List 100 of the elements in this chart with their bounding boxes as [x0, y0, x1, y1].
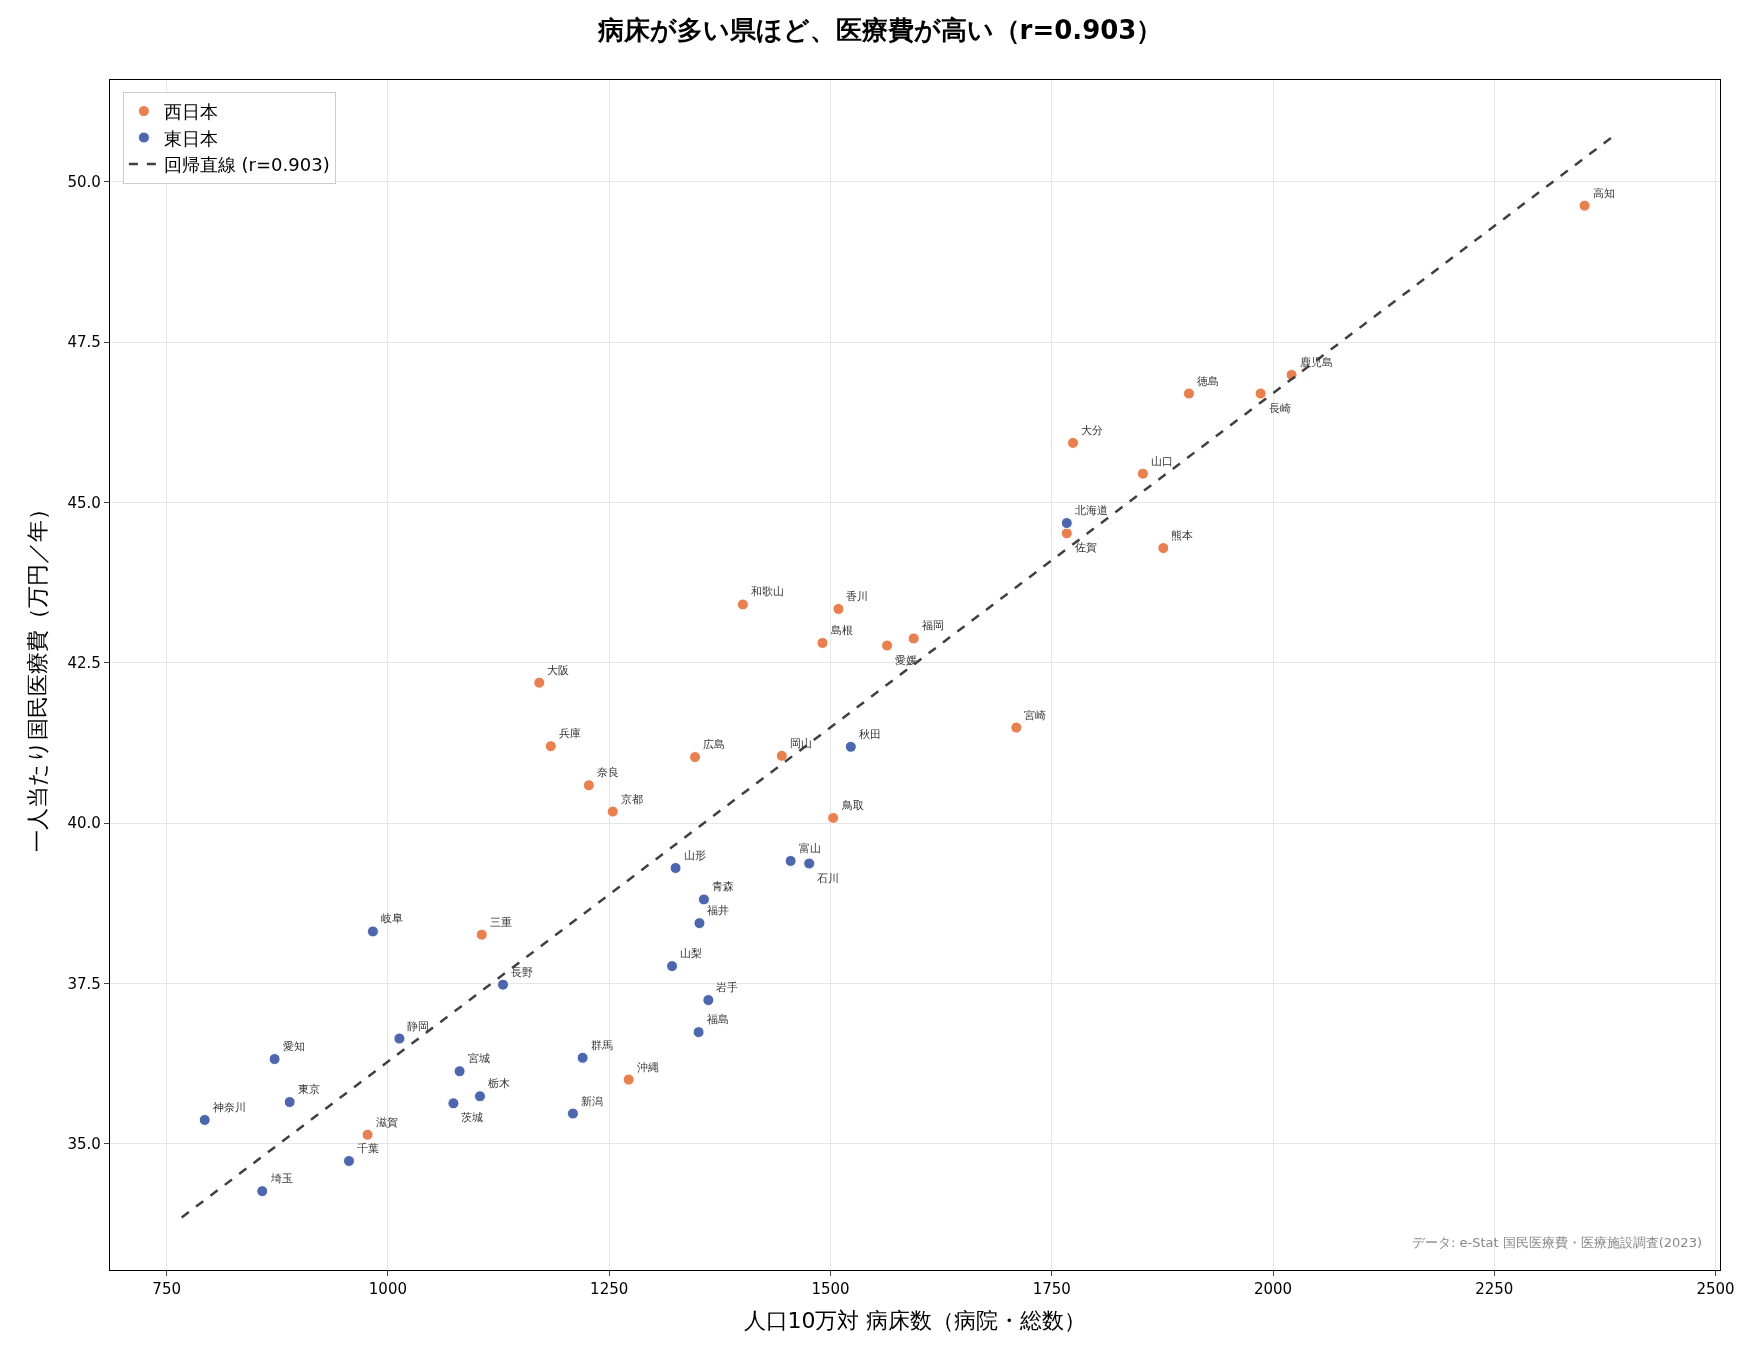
point	[268, 1053, 281, 1066]
annotation: 沖縄	[637, 1061, 659, 1074]
annotation: 福井	[707, 904, 729, 917]
annotation: 奈良	[597, 766, 619, 779]
point	[816, 636, 829, 649]
annotation: 長野	[511, 966, 533, 979]
point	[827, 811, 840, 824]
annotation: 岐阜	[381, 912, 403, 925]
y-tick-label: 42.5	[67, 654, 101, 673]
annotation: 千葉	[357, 1142, 379, 1155]
annotation: 岡山	[790, 737, 812, 750]
y-tick-label: 40.0	[67, 814, 101, 833]
annotation: 石川	[817, 872, 839, 885]
point	[576, 1051, 589, 1064]
annotation: 三重	[490, 916, 512, 929]
point	[803, 857, 816, 870]
point	[453, 1065, 466, 1078]
point	[1010, 721, 1023, 734]
point	[1136, 467, 1149, 480]
annotation: 鹿児島	[1300, 356, 1333, 369]
point	[697, 893, 710, 906]
annotation: 佐賀	[1075, 541, 1097, 554]
x-tick-label: 1000	[368, 1280, 408, 1299]
point	[566, 1107, 579, 1120]
annotation: 愛知	[283, 1040, 305, 1053]
point	[475, 928, 488, 941]
x-tick-label: 750	[152, 1280, 181, 1299]
x-tick-label: 2500	[1696, 1280, 1735, 1299]
y-tick-label: 50.0	[67, 173, 101, 192]
point	[256, 1185, 269, 1198]
point	[844, 740, 857, 753]
y-tick-label: 35.0	[67, 1134, 101, 1153]
point	[342, 1155, 355, 1167]
point	[666, 960, 679, 973]
annotation: 和歌山	[751, 585, 784, 598]
y-tick-label: 45.0	[67, 493, 101, 512]
x-axis-title: 人口10万対 病床数（病院・総数）	[743, 1308, 1087, 1333]
x-tick-label: 1250	[590, 1280, 629, 1299]
annotation: 宮崎	[1024, 709, 1046, 722]
point	[1578, 199, 1591, 212]
annotation: 群馬	[591, 1039, 613, 1052]
point	[693, 917, 706, 930]
annotation: 宮城	[468, 1052, 490, 1065]
legend-label: 回帰直線 (r=0.903)	[163, 153, 330, 175]
annotation: 青森	[712, 880, 734, 893]
point	[582, 779, 595, 792]
annotation: 滋賀	[376, 1116, 398, 1129]
point	[447, 1097, 460, 1110]
point	[669, 861, 682, 874]
point	[393, 1032, 406, 1045]
annotation: 秋田	[859, 728, 881, 741]
x-tick-label: 2250	[1475, 1280, 1514, 1299]
point	[1060, 527, 1073, 540]
point	[689, 751, 702, 764]
annotation: 徳島	[1197, 375, 1219, 388]
point	[606, 805, 619, 818]
point	[473, 1090, 486, 1103]
point	[283, 1096, 296, 1109]
annotation: データ: e-Stat 国民医療費・医療施設調査(2023)	[1412, 1235, 1702, 1250]
legend-label: 西日本	[163, 101, 218, 123]
point	[544, 740, 557, 753]
point	[361, 1128, 374, 1141]
x-tick-label: 2000	[1253, 1280, 1293, 1299]
point	[907, 632, 920, 645]
point	[702, 994, 715, 1007]
annotation: 埼玉	[270, 1172, 293, 1185]
annotation: 兵庫	[559, 727, 581, 740]
point	[1254, 387, 1267, 400]
annotation: 北海道	[1075, 504, 1108, 517]
annotation: 山口	[1151, 455, 1173, 468]
y-axis-title: 一人当たり国民医療費（万円／年）	[25, 498, 51, 852]
point	[622, 1073, 635, 1086]
legend-label: 東日本	[163, 127, 218, 149]
annotation: 静岡	[407, 1020, 429, 1033]
annotation: 山形	[684, 849, 706, 862]
x-tick-label: 1750	[1032, 1280, 1071, 1299]
x-tick-label: 1500	[811, 1280, 850, 1299]
point	[198, 1113, 211, 1126]
annotation: 福島	[707, 1013, 729, 1026]
point	[366, 925, 379, 938]
annotation: 熊本	[1171, 529, 1193, 542]
annotation: 愛媛	[895, 654, 917, 667]
annotation: 京都	[621, 793, 643, 806]
point	[736, 598, 749, 611]
annotation: 山梨	[680, 947, 702, 960]
point	[496, 978, 509, 991]
chart-title: 病床が多い県ほど、医療費が高い（r=0.903）	[596, 14, 1163, 45]
annotation: 大分	[1081, 424, 1103, 437]
point	[1060, 517, 1073, 530]
annotation: 岩手	[716, 981, 738, 994]
y-tick-label: 47.5	[67, 333, 101, 352]
point	[775, 749, 788, 762]
annotation: 新潟	[581, 1095, 603, 1108]
annotation: 香川	[846, 590, 868, 603]
annotation: 広島	[703, 738, 725, 751]
annotation: 長崎	[1269, 402, 1291, 415]
annotation: 富山	[799, 842, 821, 855]
annotation: 福岡	[922, 619, 944, 632]
point	[1157, 542, 1170, 555]
y-tick-label: 37.5	[67, 974, 101, 993]
